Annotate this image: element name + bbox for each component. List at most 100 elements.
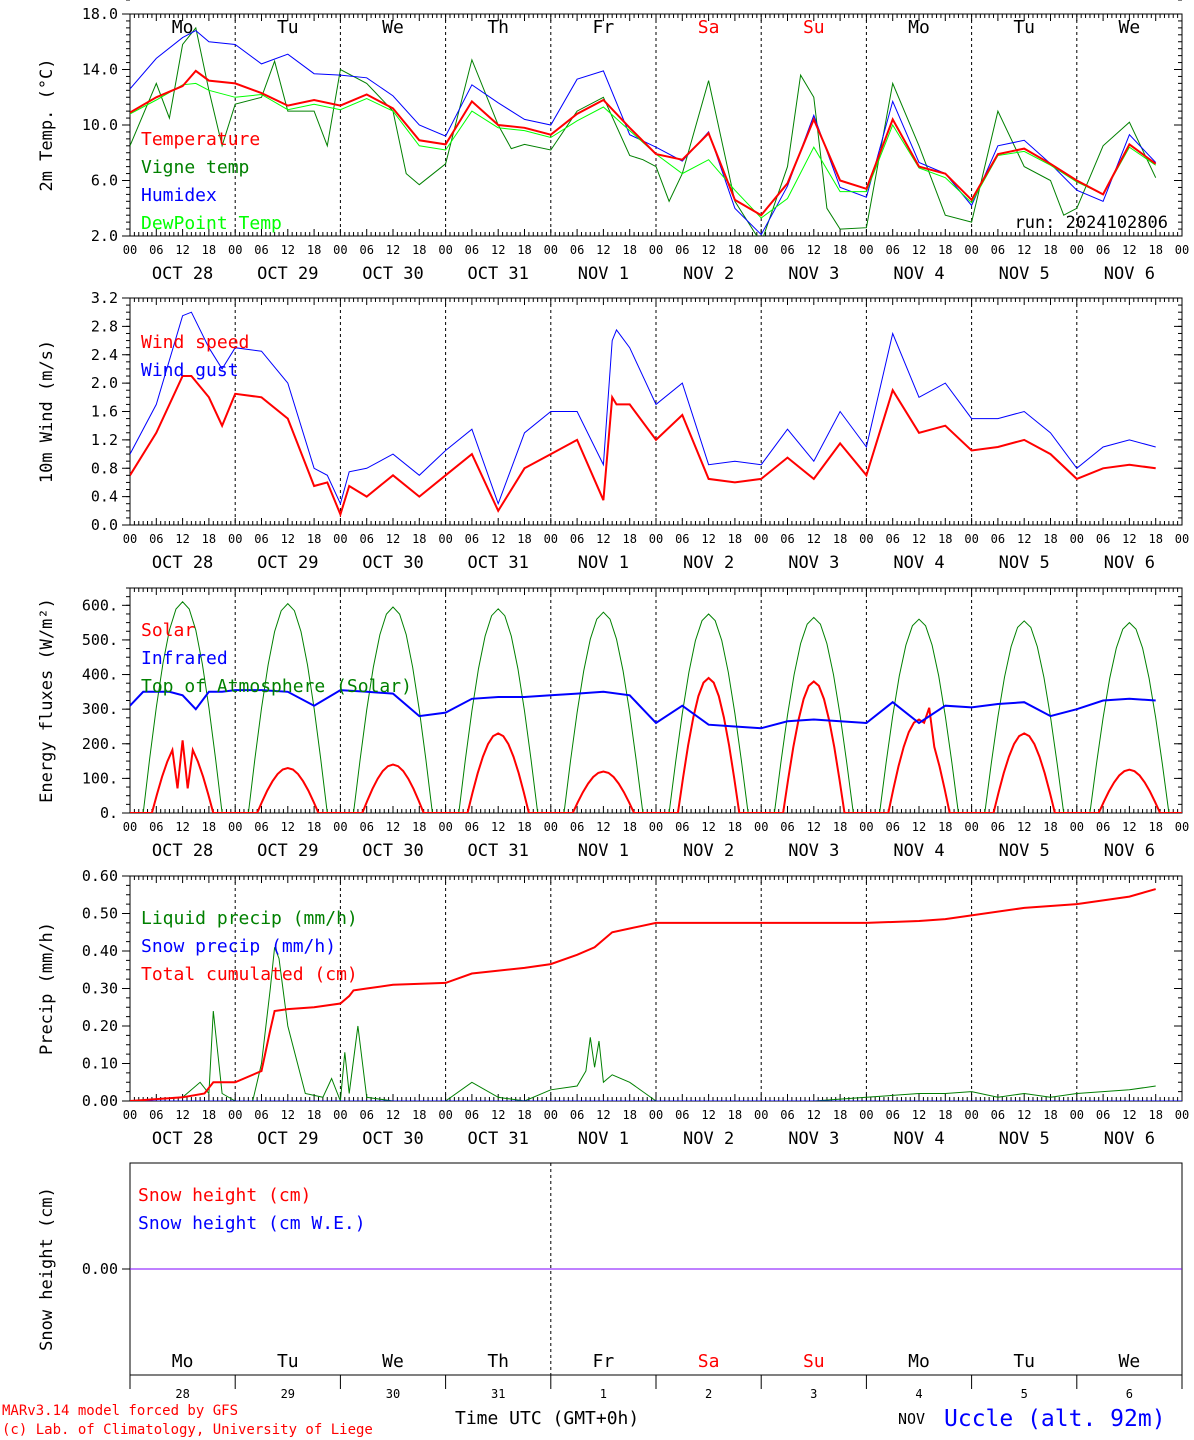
hour-label: 00	[1070, 820, 1084, 834]
hour-label: 12	[175, 820, 189, 834]
date-label: NOV 3	[788, 553, 839, 573]
hour-label: 00	[1175, 1108, 1189, 1122]
hour-label: 06	[570, 532, 584, 546]
hour-label: 00	[964, 243, 978, 257]
date-label: OCT 29	[257, 1129, 318, 1149]
hour-label: 12	[1122, 243, 1136, 257]
date-label: NOV 6	[1104, 264, 1155, 284]
hour-label: 00	[1175, 820, 1189, 834]
weekday-label: Sa	[698, 17, 720, 38]
hour-label: 06	[675, 243, 689, 257]
series-line-2	[130, 29, 1157, 236]
hour-label: 06	[359, 243, 373, 257]
hour-label: 06	[885, 1108, 899, 1122]
legend-entry: Snow height (cm W.E.)	[138, 1213, 366, 1234]
weekday-label: Mo	[172, 1351, 194, 1372]
weekday-label: We	[382, 1351, 404, 1372]
panel-1: 00 06 12 18 OCT 28 00 06 12 18 OCT 29 00 06 12 18 OCT …	[37, 289, 1189, 573]
date-label: OCT 30	[362, 553, 423, 573]
weekday-label: Sa	[698, 1351, 720, 1372]
y-tick-label: 0.8	[91, 459, 118, 477]
hour-label: 00	[228, 820, 242, 834]
series-line-0	[130, 947, 1156, 1101]
y-tick-label: 3.2	[91, 289, 118, 307]
hour-label: 00	[964, 820, 978, 834]
hour-label: 18	[202, 532, 216, 546]
weekday-label: Su	[803, 17, 825, 38]
hour-label: 00	[228, 1108, 242, 1122]
legend-entry: Total cumulated (cm)	[141, 964, 358, 985]
hour-label: 12	[491, 243, 505, 257]
y-axis-title: Snow height (cm)	[37, 1187, 57, 1351]
date-label: NOV 6	[1104, 553, 1155, 573]
y-tick-label: 0.50	[82, 905, 118, 923]
legend-entry: DewPoint Temp	[141, 213, 282, 234]
hour-label: 12	[701, 820, 715, 834]
hour-label: 12	[175, 243, 189, 257]
hour-label: 12	[491, 820, 505, 834]
hour-label: 12	[386, 820, 400, 834]
hour-label: 18	[938, 532, 952, 546]
date-label: OCT 30	[362, 264, 423, 284]
date-label: OCT 31	[467, 553, 528, 573]
footer-copyright: (c) Lab. of Climatology, University of L…	[2, 1422, 373, 1438]
hour-label: 06	[780, 1108, 794, 1122]
weekday-label: Mo	[908, 1351, 930, 1372]
date-label: OCT 31	[467, 841, 528, 861]
date-label: NOV 4	[893, 1129, 944, 1149]
hour-label: 18	[938, 820, 952, 834]
date-label: OCT 29	[257, 553, 318, 573]
hour-label: 18	[622, 820, 636, 834]
y-tick-label: 100.	[82, 769, 118, 787]
hour-label: 00	[859, 243, 873, 257]
hour-label: 06	[570, 1108, 584, 1122]
hour-label: 12	[175, 1108, 189, 1122]
date-label: NOV 1	[578, 264, 629, 284]
series-line-0	[130, 375, 1156, 518]
hour-label: 00	[333, 243, 347, 257]
y-tick-label: 200.	[82, 735, 118, 753]
hour-label: 12	[596, 532, 610, 546]
hour-label: 12	[491, 532, 505, 546]
hour-label: 00	[123, 820, 137, 834]
y-tick-label: 6.0	[91, 172, 118, 190]
day-number: 3	[810, 1387, 817, 1401]
hour-label: 00	[859, 1108, 873, 1122]
hour-label: 12	[1122, 820, 1136, 834]
hour-label: 18	[938, 243, 952, 257]
hour-label: 06	[254, 1108, 268, 1122]
y-tick-label: 2.8	[91, 317, 118, 335]
hour-label: 12	[491, 1108, 505, 1122]
hour-label: 18	[833, 1108, 847, 1122]
hour-label: 18	[833, 243, 847, 257]
legend-entry: Liquid precip (mm/h)	[141, 908, 358, 929]
y-tick-label: 0.40	[82, 942, 118, 960]
hour-label: 00	[964, 532, 978, 546]
hour-label: 12	[281, 820, 295, 834]
hour-label: 00	[649, 243, 663, 257]
hour-label: 00	[1070, 243, 1084, 257]
hour-label: 18	[938, 1108, 952, 1122]
hour-label: 00	[1070, 1108, 1084, 1122]
hour-label: 06	[465, 1108, 479, 1122]
date-label: OCT 28	[152, 264, 213, 284]
y-tick-label: 600.	[82, 596, 118, 614]
hour-label: 12	[807, 820, 821, 834]
hour-label: 18	[728, 1108, 742, 1122]
hour-label: 12	[1017, 243, 1031, 257]
hour-label: 18	[307, 532, 321, 546]
hour-label: 18	[1043, 243, 1057, 257]
hour-label: 12	[1017, 1108, 1031, 1122]
y-tick-label: 400.	[82, 666, 118, 684]
weekday-label: We	[1119, 17, 1141, 38]
date-label: OCT 30	[362, 1129, 423, 1149]
hour-label: 06	[570, 820, 584, 834]
date-label: OCT 28	[152, 1129, 213, 1149]
date-label: NOV 1	[578, 553, 629, 573]
hour-label: 00	[754, 243, 768, 257]
hour-label: 00	[438, 532, 452, 546]
hour-label: 12	[281, 243, 295, 257]
hour-label: 00	[754, 820, 768, 834]
hour-label: 06	[1096, 820, 1110, 834]
